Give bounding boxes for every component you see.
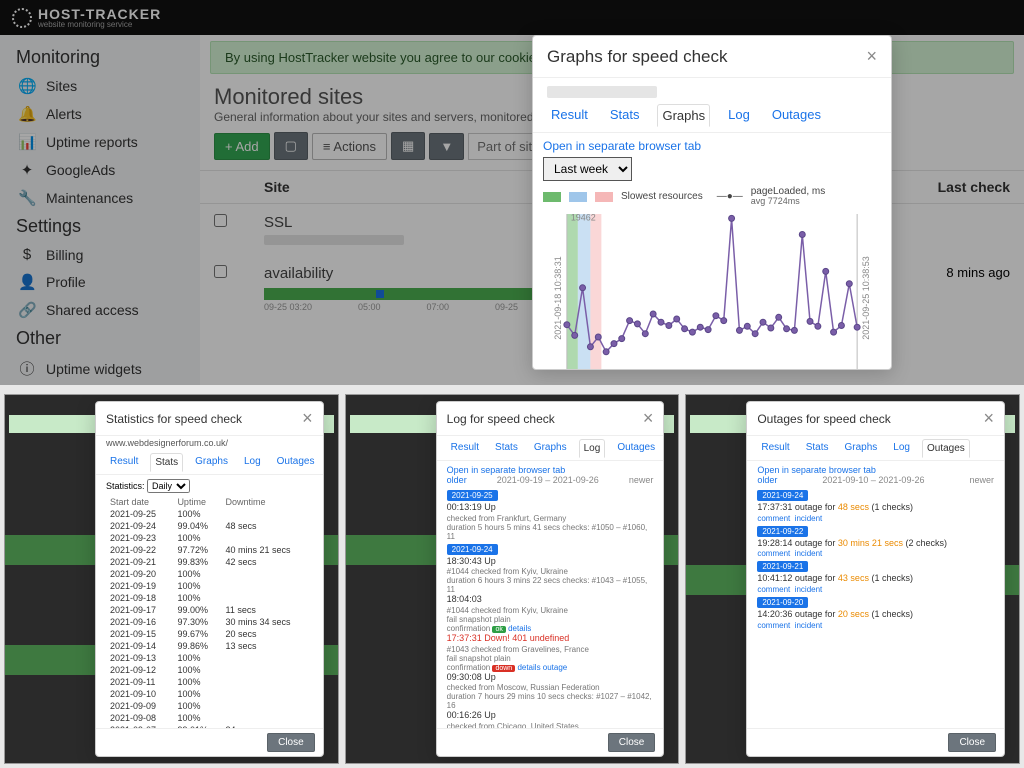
tab-log[interactable]: Log: [724, 104, 754, 126]
site-url: www.webdesignerforum.co.uk/: [96, 436, 323, 450]
tab-result[interactable]: Result: [106, 453, 142, 471]
incident-link[interactable]: incident: [795, 514, 823, 523]
comment-link[interactable]: comment: [757, 549, 790, 558]
tab-stats[interactable]: Stats: [491, 439, 522, 457]
log-entry: 17:37:31 Down! 401 undefined: [447, 633, 654, 645]
close-icon[interactable]: ×: [984, 408, 995, 429]
close-icon[interactable]: ×: [643, 408, 654, 429]
graphs-modal: Graphs for speed check × Result Stats Gr…: [532, 35, 892, 370]
incident-link[interactable]: incident: [795, 621, 823, 630]
modal-tabs: Result Stats Graphs Log Outages: [533, 98, 891, 133]
legend-avg: avg 7724ms: [751, 197, 826, 206]
outages-modal: Outages for speed check × Result Stats G…: [746, 401, 1005, 757]
tab-graphs[interactable]: Graphs: [657, 104, 710, 127]
svg-text:19462: 19462: [571, 212, 596, 222]
date-pill: 2021-09-21: [757, 561, 808, 572]
tab-log[interactable]: Log: [889, 439, 914, 457]
older-link[interactable]: older: [447, 475, 467, 485]
log-entry: 00:16:26 Up: [447, 710, 654, 722]
speed-chart: 19462 2021-09-18 10:38:31 2021-09-25 10:38…: [543, 208, 881, 369]
tab-result[interactable]: Result: [447, 439, 483, 457]
date-pill: 2021-09-25: [447, 490, 498, 501]
outage-entry: 17:37:31 outage for 48 secs (1 checks): [757, 502, 994, 514]
newer-link: newer: [969, 475, 994, 485]
legend-swatch: [595, 192, 613, 202]
tab-outages[interactable]: Outages: [613, 439, 659, 457]
incident-link[interactable]: incident: [795, 585, 823, 594]
date-range: 2021-09-19 – 2021-09-26: [497, 475, 599, 485]
comment-link[interactable]: comment: [757, 585, 790, 594]
tab-outages[interactable]: Outages: [768, 104, 825, 126]
filter-label: Statistics:: [106, 481, 145, 491]
tab-log[interactable]: Log: [240, 453, 265, 471]
tab-stats[interactable]: Stats: [802, 439, 833, 457]
date-pill: 2021-09-22: [757, 526, 808, 537]
chart-legend: Slowest resources —●— pageLoaded, ms avg…: [543, 187, 881, 206]
incident-link[interactable]: incident: [795, 549, 823, 558]
outages-thumbnail: Outages for speed check × Result Stats G…: [685, 394, 1020, 764]
svg-text:2021-09-18 10:38:31: 2021-09-18 10:38:31: [553, 256, 563, 340]
date-pill: 2021-09-24: [447, 544, 498, 555]
modal-title: Graphs for speed check: [547, 47, 727, 67]
legend-swatch: [569, 192, 587, 202]
open-new-tab-link[interactable]: Open in separate browser tab: [543, 139, 881, 153]
stats-modal: Statistics for speed check × www.webdesi…: [95, 401, 324, 757]
modal-title: Statistics for speed check: [106, 412, 242, 426]
close-button[interactable]: Close: [267, 733, 315, 752]
log-entry: 00:13:19 Up: [447, 502, 654, 514]
tab-result[interactable]: Result: [547, 104, 592, 126]
log-entry: 09:30:08 Up: [447, 672, 654, 684]
date-range: 2021-09-10 – 2021-09-26: [822, 475, 924, 485]
tab-result[interactable]: Result: [757, 439, 793, 457]
comment-link[interactable]: comment: [757, 514, 790, 523]
log-entry: 18:30:43 Up: [447, 556, 654, 568]
log-modal: Log for speed check × Result Stats Graph…: [436, 401, 665, 757]
modal-title: Outages for speed check: [757, 412, 890, 426]
tab-graphs[interactable]: Graphs: [191, 453, 232, 471]
comment-link[interactable]: comment: [757, 621, 790, 630]
outage-entry: 10:41:12 outage for 43 secs (1 checks): [757, 573, 994, 585]
outage-entry: 19:28:14 outage for 30 mins 21 secs (2 c…: [757, 538, 994, 550]
tab-log[interactable]: Log: [579, 439, 606, 458]
close-button[interactable]: Close: [608, 733, 656, 752]
open-new-tab-link[interactable]: Open in separate browser tab: [757, 465, 994, 475]
close-button[interactable]: Close: [948, 733, 996, 752]
newer-link: newer: [629, 475, 654, 485]
tab-graphs[interactable]: Graphs: [530, 439, 571, 457]
legend-slowest: Slowest resources: [621, 191, 703, 202]
log-entry: 18:04:03: [447, 594, 654, 606]
site-url-placeholder: [547, 86, 657, 98]
tab-stats[interactable]: Stats: [606, 104, 644, 126]
svg-text:2021-09-25 10:38:53: 2021-09-25 10:38:53: [861, 256, 871, 340]
period-select[interactable]: Last week: [543, 157, 632, 181]
main-app-dimmed: HOST-TRACKER website monitoring service …: [0, 0, 1024, 385]
stats-period-select[interactable]: Daily: [147, 479, 190, 493]
date-pill: 2021-09-24: [757, 490, 808, 501]
legend-swatch: [543, 192, 561, 202]
stats-table: Start dateUptimeDowntime2021-09-25100%20…: [106, 496, 313, 728]
close-icon[interactable]: ×: [866, 46, 877, 67]
outage-entry: 14:20:36 outage for 20 secs (1 checks): [757, 609, 994, 621]
open-new-tab-link[interactable]: Open in separate browser tab: [447, 465, 654, 475]
close-icon[interactable]: ×: [302, 408, 313, 429]
date-pill: 2021-09-20: [757, 597, 808, 608]
modal-title: Log for speed check: [447, 412, 555, 426]
tab-outages[interactable]: Outages: [273, 453, 319, 471]
tab-graphs[interactable]: Graphs: [841, 439, 882, 457]
older-link[interactable]: older: [757, 475, 777, 485]
log-thumbnail: Log for speed check × Result Stats Graph…: [345, 394, 680, 764]
thumbnail-row: Statistics for speed check × www.webdesi…: [0, 390, 1024, 768]
tab-stats[interactable]: Stats: [150, 453, 183, 472]
stats-thumbnail: Statistics for speed check × www.webdesi…: [4, 394, 339, 764]
tab-outages[interactable]: Outages: [922, 439, 970, 458]
